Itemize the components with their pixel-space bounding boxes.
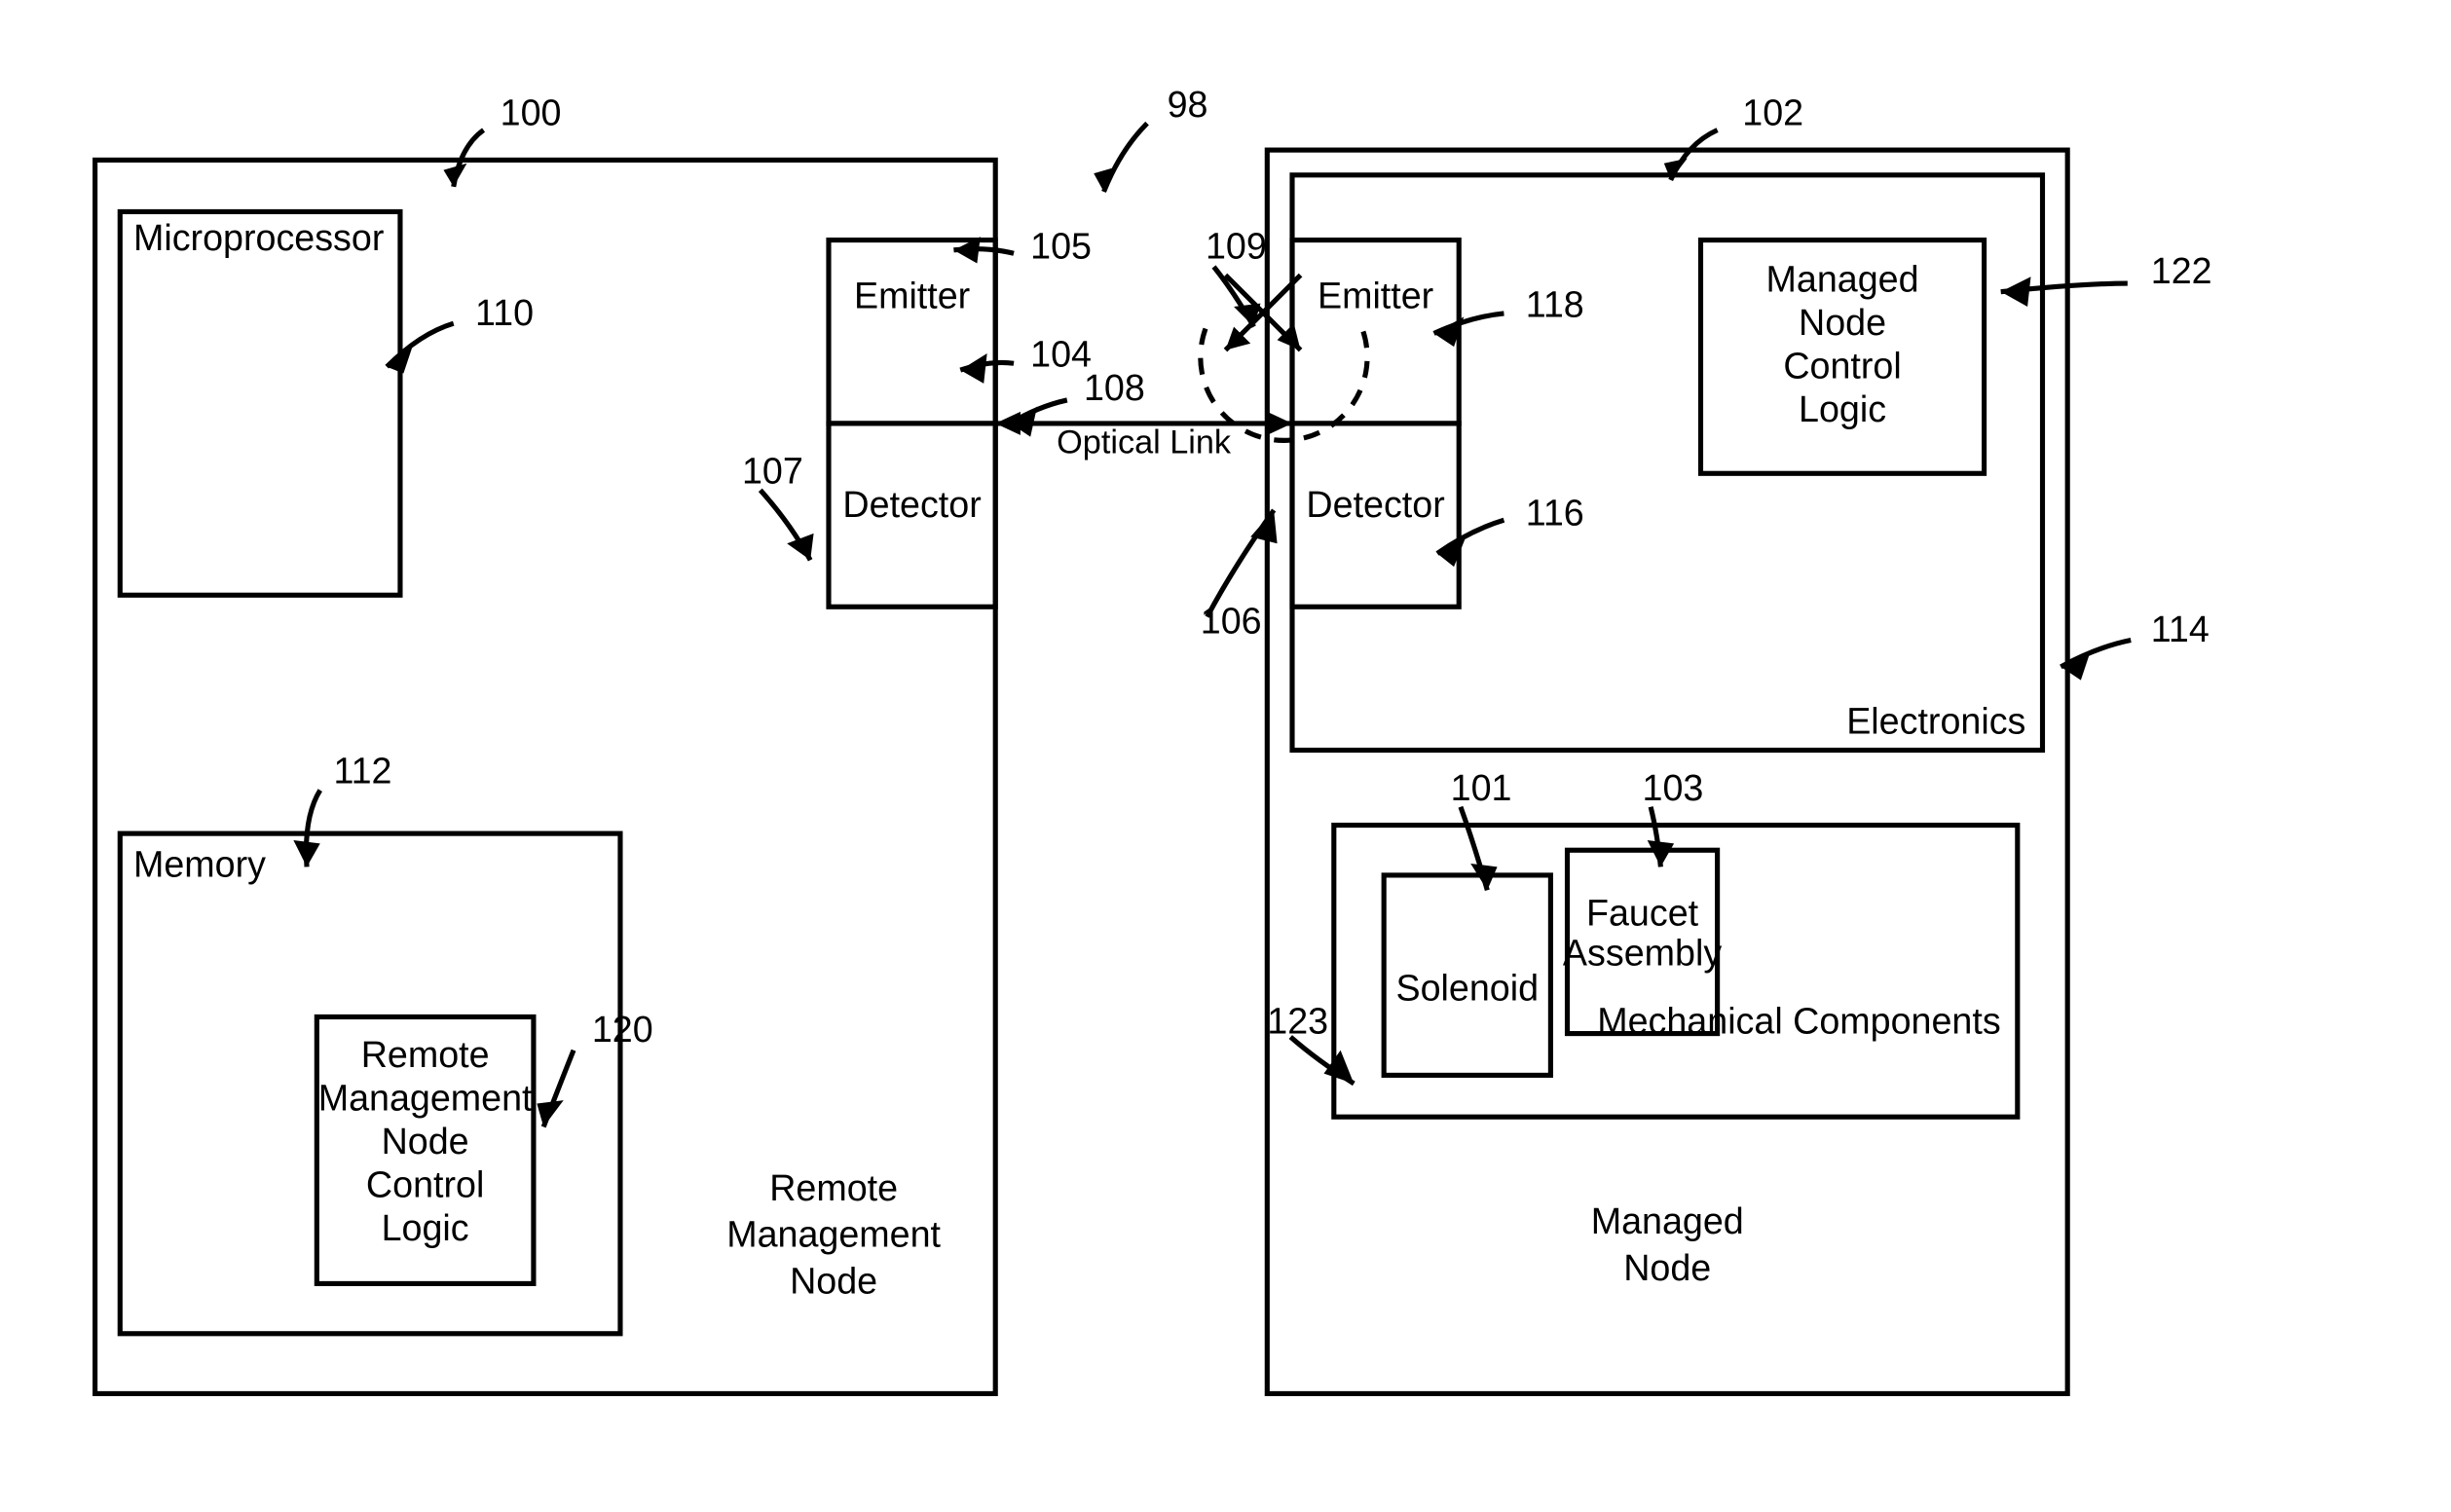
ref-label-r103: 103	[1643, 767, 1704, 808]
ref-label-r106: 106	[1201, 601, 1262, 642]
ref-label-r98: 98	[1168, 84, 1208, 125]
ref-label-r107: 107	[742, 451, 803, 492]
managed-node-title: ManagedNode	[1591, 1200, 1744, 1288]
ref-label-r123: 123	[1267, 1001, 1328, 1042]
ref-label-r116: 116	[1526, 492, 1584, 533]
solenoid-label: Solenoid	[1395, 967, 1539, 1008]
mechanical-components-label: Mechanical Components	[1597, 1001, 2000, 1042]
left-emitter-box	[829, 240, 995, 424]
ref-label-r109: 109	[1206, 225, 1267, 266]
ref-label-r118: 118	[1526, 283, 1584, 324]
microprocessor-box	[120, 211, 400, 595]
left-emitter-label: Emitter	[854, 276, 970, 316]
remote-management-node-title: RemoteManagementNode	[726, 1167, 941, 1302]
remote-management-node-box	[95, 160, 996, 1393]
microprocessor-label: Microprocessor	[133, 217, 384, 258]
faucet-assembly-label: FaucetAssembly	[1563, 892, 1722, 973]
ref-label-r120: 120	[592, 1009, 653, 1050]
right-detector-label: Detector	[1306, 484, 1444, 525]
ref-label-r102: 102	[1742, 92, 1803, 132]
ref-label-r122: 122	[2151, 250, 2212, 291]
ref-label-r112: 112	[333, 751, 391, 792]
ref-label-r101: 101	[1451, 767, 1512, 808]
managed-node-control-logic-label: ManagedNodeControlLogic	[1766, 259, 1919, 430]
remote-management-node-control-logic-label: RemoteManagementNodeControlLogic	[318, 1034, 533, 1248]
right-emitter-label: Emitter	[1318, 276, 1433, 316]
left-detector-label: Detector	[842, 484, 981, 525]
ref-label-r104: 104	[1030, 334, 1092, 375]
ref-label-r108: 108	[1084, 367, 1145, 408]
ref-label-r100: 100	[501, 92, 562, 132]
electronics-label: Electronics	[1846, 700, 2025, 741]
memory-label: Memory	[133, 844, 266, 885]
ref-label-r110: 110	[475, 292, 534, 333]
ref-label-r114: 114	[2151, 608, 2210, 649]
ref-label-r105: 105	[1030, 225, 1092, 266]
electronics-box	[1292, 175, 2043, 751]
ref-arrow-r98	[1104, 124, 1148, 192]
optical-link-label: Optical Link	[1057, 424, 1232, 461]
